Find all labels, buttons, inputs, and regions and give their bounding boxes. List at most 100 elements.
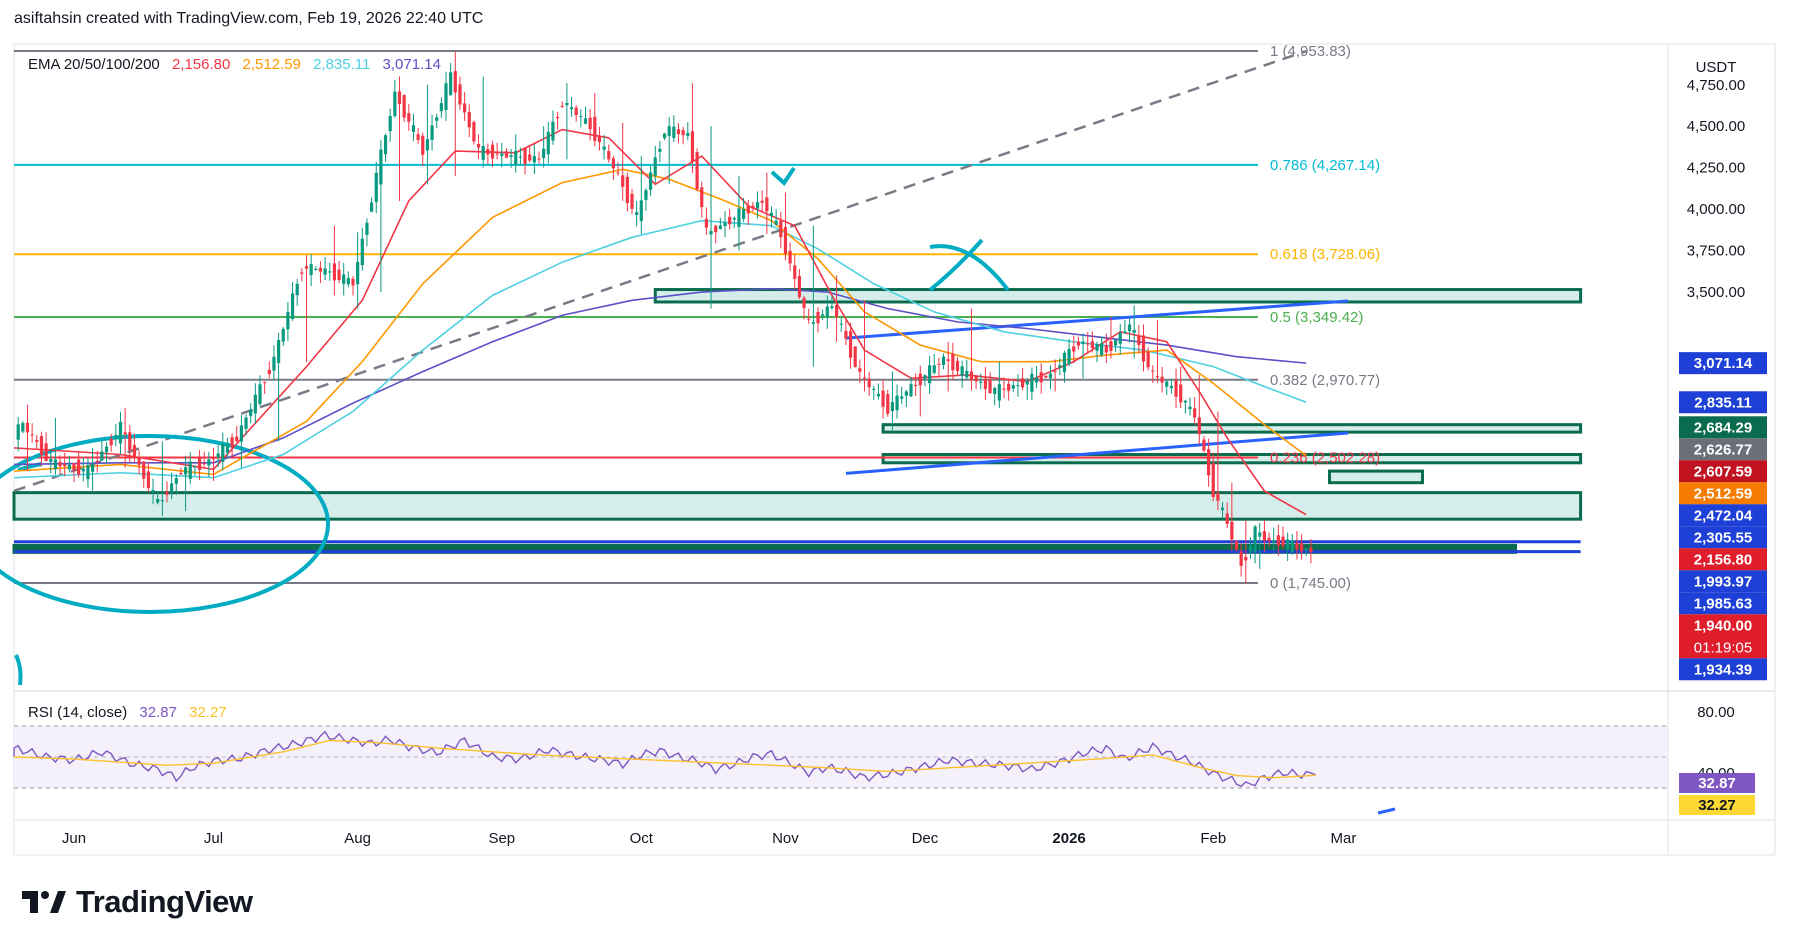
- price-tick-label: 4,000.00: [1687, 201, 1745, 218]
- price-badge-text-2: 2,684.29: [1694, 419, 1752, 436]
- countdown-text: 01:19:05: [1694, 639, 1752, 656]
- price-tick-label: 3,500.00: [1687, 284, 1745, 301]
- price-tick-label: 4,500.00: [1687, 118, 1745, 135]
- price-badge-text-10: 1,985.63: [1694, 595, 1752, 612]
- candle-body-78: [379, 149, 383, 185]
- candle-body-266: [1253, 526, 1257, 553]
- candle-body-103: [495, 153, 499, 155]
- candle-body-193: [914, 384, 918, 386]
- candle-body-208: [983, 378, 987, 390]
- price-badge-12: [1679, 658, 1767, 681]
- candle-body-105: [504, 151, 509, 158]
- candle-body-234: [1104, 345, 1108, 353]
- price-badge-5: [1679, 482, 1767, 505]
- price-tick-label: 4,250.00: [1687, 160, 1745, 177]
- check-mark-annotation: [770, 166, 796, 187]
- candle-body-107: [514, 150, 518, 165]
- trend-upper-channel: [845, 299, 1349, 340]
- candle-body-138: [658, 148, 662, 152]
- candle-body-42: [211, 458, 216, 460]
- candle-body-258: [1216, 492, 1220, 501]
- price-badge-text-1: 2,835.11: [1694, 394, 1752, 411]
- candle-body-269: [1267, 537, 1271, 541]
- candle-body-50: [249, 409, 253, 416]
- candle-body-57: [281, 329, 285, 342]
- zones-layer: [12, 288, 1583, 554]
- candle-body-254: [1197, 417, 1201, 435]
- candle-body-30: [156, 499, 160, 503]
- candle-body-259: [1220, 507, 1225, 511]
- currency-label[interactable]: USDT: [1696, 59, 1737, 76]
- candle-body-83: [402, 95, 406, 118]
- price-badge-10: [1679, 592, 1767, 615]
- candle-body-132: [630, 194, 634, 209]
- candle-body-194: [918, 373, 922, 386]
- candle-body-37: [188, 461, 192, 479]
- zone-1: [881, 423, 1583, 434]
- candle-body-165: [783, 226, 788, 254]
- candle-body-27: [142, 461, 146, 479]
- candle-body-29: [151, 489, 155, 493]
- candle-body-67: [328, 271, 332, 273]
- time-axis[interactable]: Jun Jul Aug Sep Oct Nov Dec 2026 Feb Mar: [62, 830, 1356, 847]
- candle-body-17: [95, 461, 99, 463]
- zone-0: [653, 288, 1583, 304]
- candle-body-196: [928, 365, 932, 384]
- candle-body-88: [425, 139, 429, 151]
- candle-body-116: [556, 116, 560, 119]
- candle-body-252: [1188, 406, 1192, 410]
- candle-body-149: [709, 230, 713, 235]
- candle-body-121: [579, 116, 583, 118]
- candle-body-4: [35, 440, 39, 442]
- candle-body-212: [1002, 388, 1006, 390]
- candle-body-176: [835, 304, 839, 318]
- candle-body-45: [225, 443, 230, 453]
- tradingview-logo[interactable]: TradingView: [20, 884, 253, 920]
- price-badge-text-3: 2,626.77: [1694, 441, 1752, 458]
- candle-body-35: [179, 472, 183, 475]
- candle-body-135: [644, 190, 648, 200]
- candle-body-6: [44, 443, 48, 461]
- candle-body-192: [909, 384, 913, 397]
- candle-body-271: [1276, 535, 1280, 546]
- candle-body-158: [751, 205, 755, 209]
- candle-body-148: [704, 218, 708, 228]
- candle-body-275: [1295, 542, 1299, 550]
- candle-body-210: [993, 388, 997, 394]
- candle-body-270: [1272, 540, 1276, 543]
- candle-body-131: [625, 176, 629, 204]
- candle-body-60: [295, 283, 299, 296]
- candle-body-169: [802, 297, 806, 308]
- candle-body-180: [853, 346, 857, 367]
- price-badge-text-9: 1,993.97: [1694, 573, 1752, 590]
- candle-body-227: [1072, 346, 1076, 352]
- tradingview-brand-text: TradingView: [76, 884, 253, 919]
- candle-body-126: [602, 146, 606, 150]
- candle-body-19: [104, 446, 109, 453]
- candle-body-203: [960, 366, 964, 377]
- candle-body-134: [639, 200, 643, 222]
- chart-attribution: asiftahsin created with TradingView.com,…: [14, 10, 484, 27]
- candle-body-104: [500, 153, 504, 156]
- candle-body-274: [1290, 540, 1294, 552]
- candle-body-273: [1286, 539, 1290, 550]
- candle-body-160: [760, 200, 764, 203]
- candle-body-124: [593, 116, 597, 141]
- candle-body-102: [490, 144, 495, 159]
- candle-body-128: [611, 158, 615, 169]
- candle-body-117: [560, 105, 564, 107]
- candle-body-174: [825, 306, 829, 318]
- candle-body-277: [1304, 548, 1308, 551]
- price-axis[interactable]: 4,750.00 4,500.00 4,250.00 4,000.00 3,750.00…: [1687, 77, 1745, 301]
- accumulation-circle-annotation: [0, 434, 330, 614]
- fib-label-3: 0.5 (3,349.42): [1270, 309, 1363, 326]
- candle-body-159: [755, 202, 760, 209]
- candle-body-3: [30, 434, 34, 436]
- candle-body-225: [1062, 352, 1067, 373]
- candle-body-175: [830, 306, 834, 309]
- candle-body-157: [746, 205, 750, 214]
- candle-body-71: [346, 277, 350, 285]
- candle-body-63: [309, 264, 313, 276]
- candle-body-70: [342, 274, 346, 284]
